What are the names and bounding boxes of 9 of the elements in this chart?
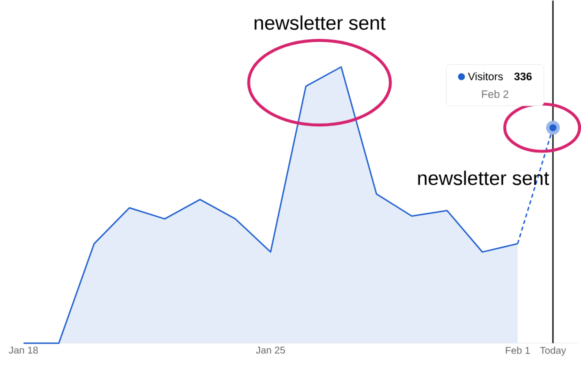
x-tick-label: Today: [540, 346, 566, 356]
annotation: Feb 2: [482, 90, 508, 98]
x-tick-label: Jan 25: [256, 346, 285, 354]
x-tick-label: Jan 18: [8, 346, 38, 354]
annotation: 336: [514, 72, 532, 81]
annotation: newsletter sent: [418, 170, 550, 186]
text: newsletter sent: [254, 16, 386, 30]
x-tick-label: Feb 1: [506, 346, 530, 354]
legend-label: Visitors: [468, 72, 503, 81]
